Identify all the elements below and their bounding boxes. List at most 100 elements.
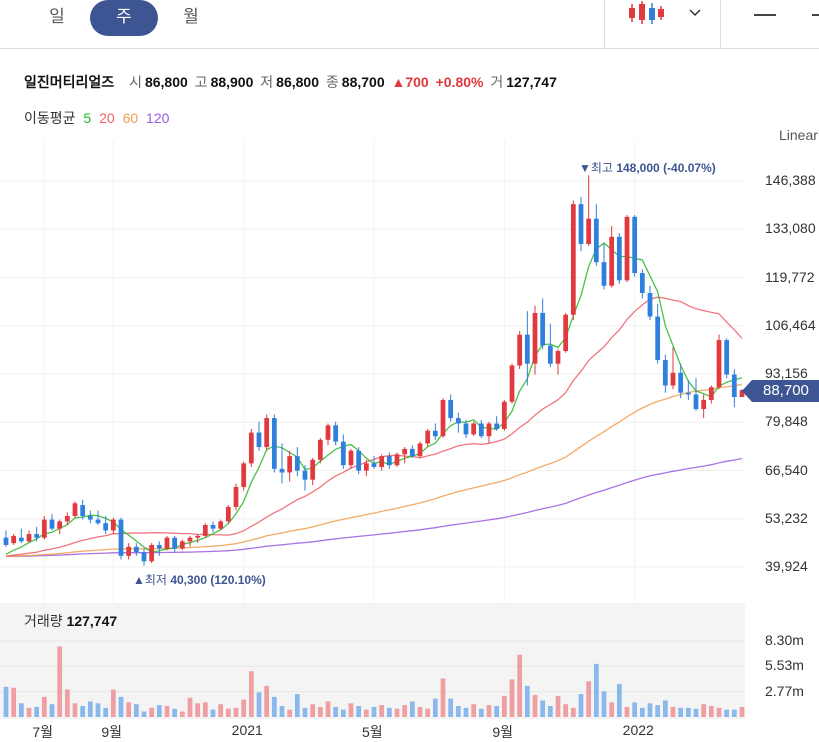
volume-bar (448, 698, 454, 717)
volume-bar (210, 709, 216, 717)
candle-body (172, 537, 178, 549)
candle (509, 363, 515, 404)
change-percent: +0.80% (435, 74, 484, 90)
volume-bar (371, 706, 377, 717)
y-tick-label: 119,772 (765, 268, 815, 285)
volume-bar (517, 654, 523, 717)
low-annotation: ▲최저 40,300 (120.10%) (133, 571, 266, 588)
candle (340, 434, 346, 469)
candle (11, 534, 17, 545)
candle (294, 447, 300, 477)
candle-body (271, 418, 277, 469)
volume-bar (432, 698, 438, 717)
candle (624, 215, 630, 283)
scale-toggle[interactable]: Linear (779, 127, 818, 143)
tab-month[interactable]: 월 (183, 7, 199, 26)
candle (202, 523, 208, 538)
high-value: 88,900 (210, 74, 254, 90)
volume-tick-label: 8.30m (765, 632, 804, 648)
ma20-label: 20 (99, 110, 115, 126)
y-tick-label: 79,848 (765, 413, 808, 430)
candle (432, 423, 438, 440)
volume-panel-label: 거래량 127,747 (24, 611, 117, 631)
volume-bar (593, 663, 599, 717)
menu-icon-partial[interactable] (812, 14, 819, 16)
volume-bar (639, 707, 645, 717)
volume-bar (555, 695, 561, 717)
y-tick-label: 53,232 (765, 509, 808, 526)
candle (540, 298, 546, 350)
candle-body (555, 350, 561, 364)
close-label: 종 (325, 74, 339, 90)
low-label: 최저 (144, 573, 167, 587)
volume-bar (41, 696, 47, 717)
candle (501, 399, 507, 431)
candle (241, 461, 247, 491)
candle (731, 369, 737, 408)
candle-body (578, 204, 584, 245)
volume-bar (708, 706, 714, 717)
candle-body (532, 312, 538, 364)
x-tick-label: 2021 (231, 722, 263, 738)
volume-bar (325, 701, 331, 717)
candle (379, 454, 385, 471)
candle (41, 515, 47, 540)
candle-body (486, 423, 492, 437)
candle (57, 519, 63, 535)
volume-bar (716, 707, 722, 717)
candle-body (379, 456, 385, 468)
volume-bar (110, 689, 116, 717)
candle-body (471, 423, 477, 435)
x-tick-label: 9월 (492, 724, 513, 740)
high-marker-value: 148,000 (616, 161, 660, 175)
volume-bar (540, 700, 546, 717)
candlestick-chart-type-icon[interactable] (626, 0, 666, 30)
volume-bar (586, 681, 592, 717)
candle-body (724, 340, 730, 375)
volume-bar (532, 695, 538, 717)
candle-body (601, 262, 607, 286)
tab-day[interactable]: 일 (49, 7, 65, 26)
candle-body (639, 273, 645, 293)
current-price-value: 88,700 (763, 382, 809, 399)
candle-body (156, 544, 162, 549)
candle (402, 447, 408, 464)
candle-body (363, 463, 369, 471)
candle (701, 394, 707, 419)
candle (494, 416, 500, 431)
candle-body (386, 456, 392, 466)
candle (647, 285, 653, 321)
volume-bar (417, 706, 423, 717)
minimize-icon[interactable] (754, 14, 776, 16)
candle (80, 499, 86, 520)
top-toolbar: 일 주 월 (0, 0, 819, 49)
candle (578, 196, 584, 252)
candle-body (609, 236, 615, 286)
volume-bar (87, 701, 93, 717)
low-marker-value: 40,300 (170, 573, 208, 587)
change-up-icon: ▲ (391, 74, 406, 90)
candle (218, 519, 224, 531)
volume-bar (601, 691, 607, 717)
high-label: 최고 (590, 161, 613, 175)
moving-average-legend[interactable]: 이동평균 5 20 60 120 (24, 108, 173, 128)
candle (126, 543, 132, 560)
candle-body (103, 523, 109, 531)
chevron-down-icon[interactable] (688, 8, 702, 18)
candle (685, 380, 691, 400)
candle (87, 510, 93, 524)
volume-bar (49, 704, 55, 717)
volume-bar (455, 706, 461, 717)
tab-week[interactable]: 주 (90, 0, 158, 36)
candle-body (409, 448, 415, 457)
candle (49, 514, 55, 531)
candle-body (678, 372, 684, 393)
candle (179, 539, 185, 551)
volume-bar (402, 705, 408, 717)
volume-bar (34, 706, 40, 717)
volume-bar (632, 702, 638, 717)
candle (478, 419, 484, 439)
volume-bar (95, 703, 101, 717)
y-tick-label: 146,388 (765, 172, 816, 188)
volume-bar (310, 704, 316, 717)
